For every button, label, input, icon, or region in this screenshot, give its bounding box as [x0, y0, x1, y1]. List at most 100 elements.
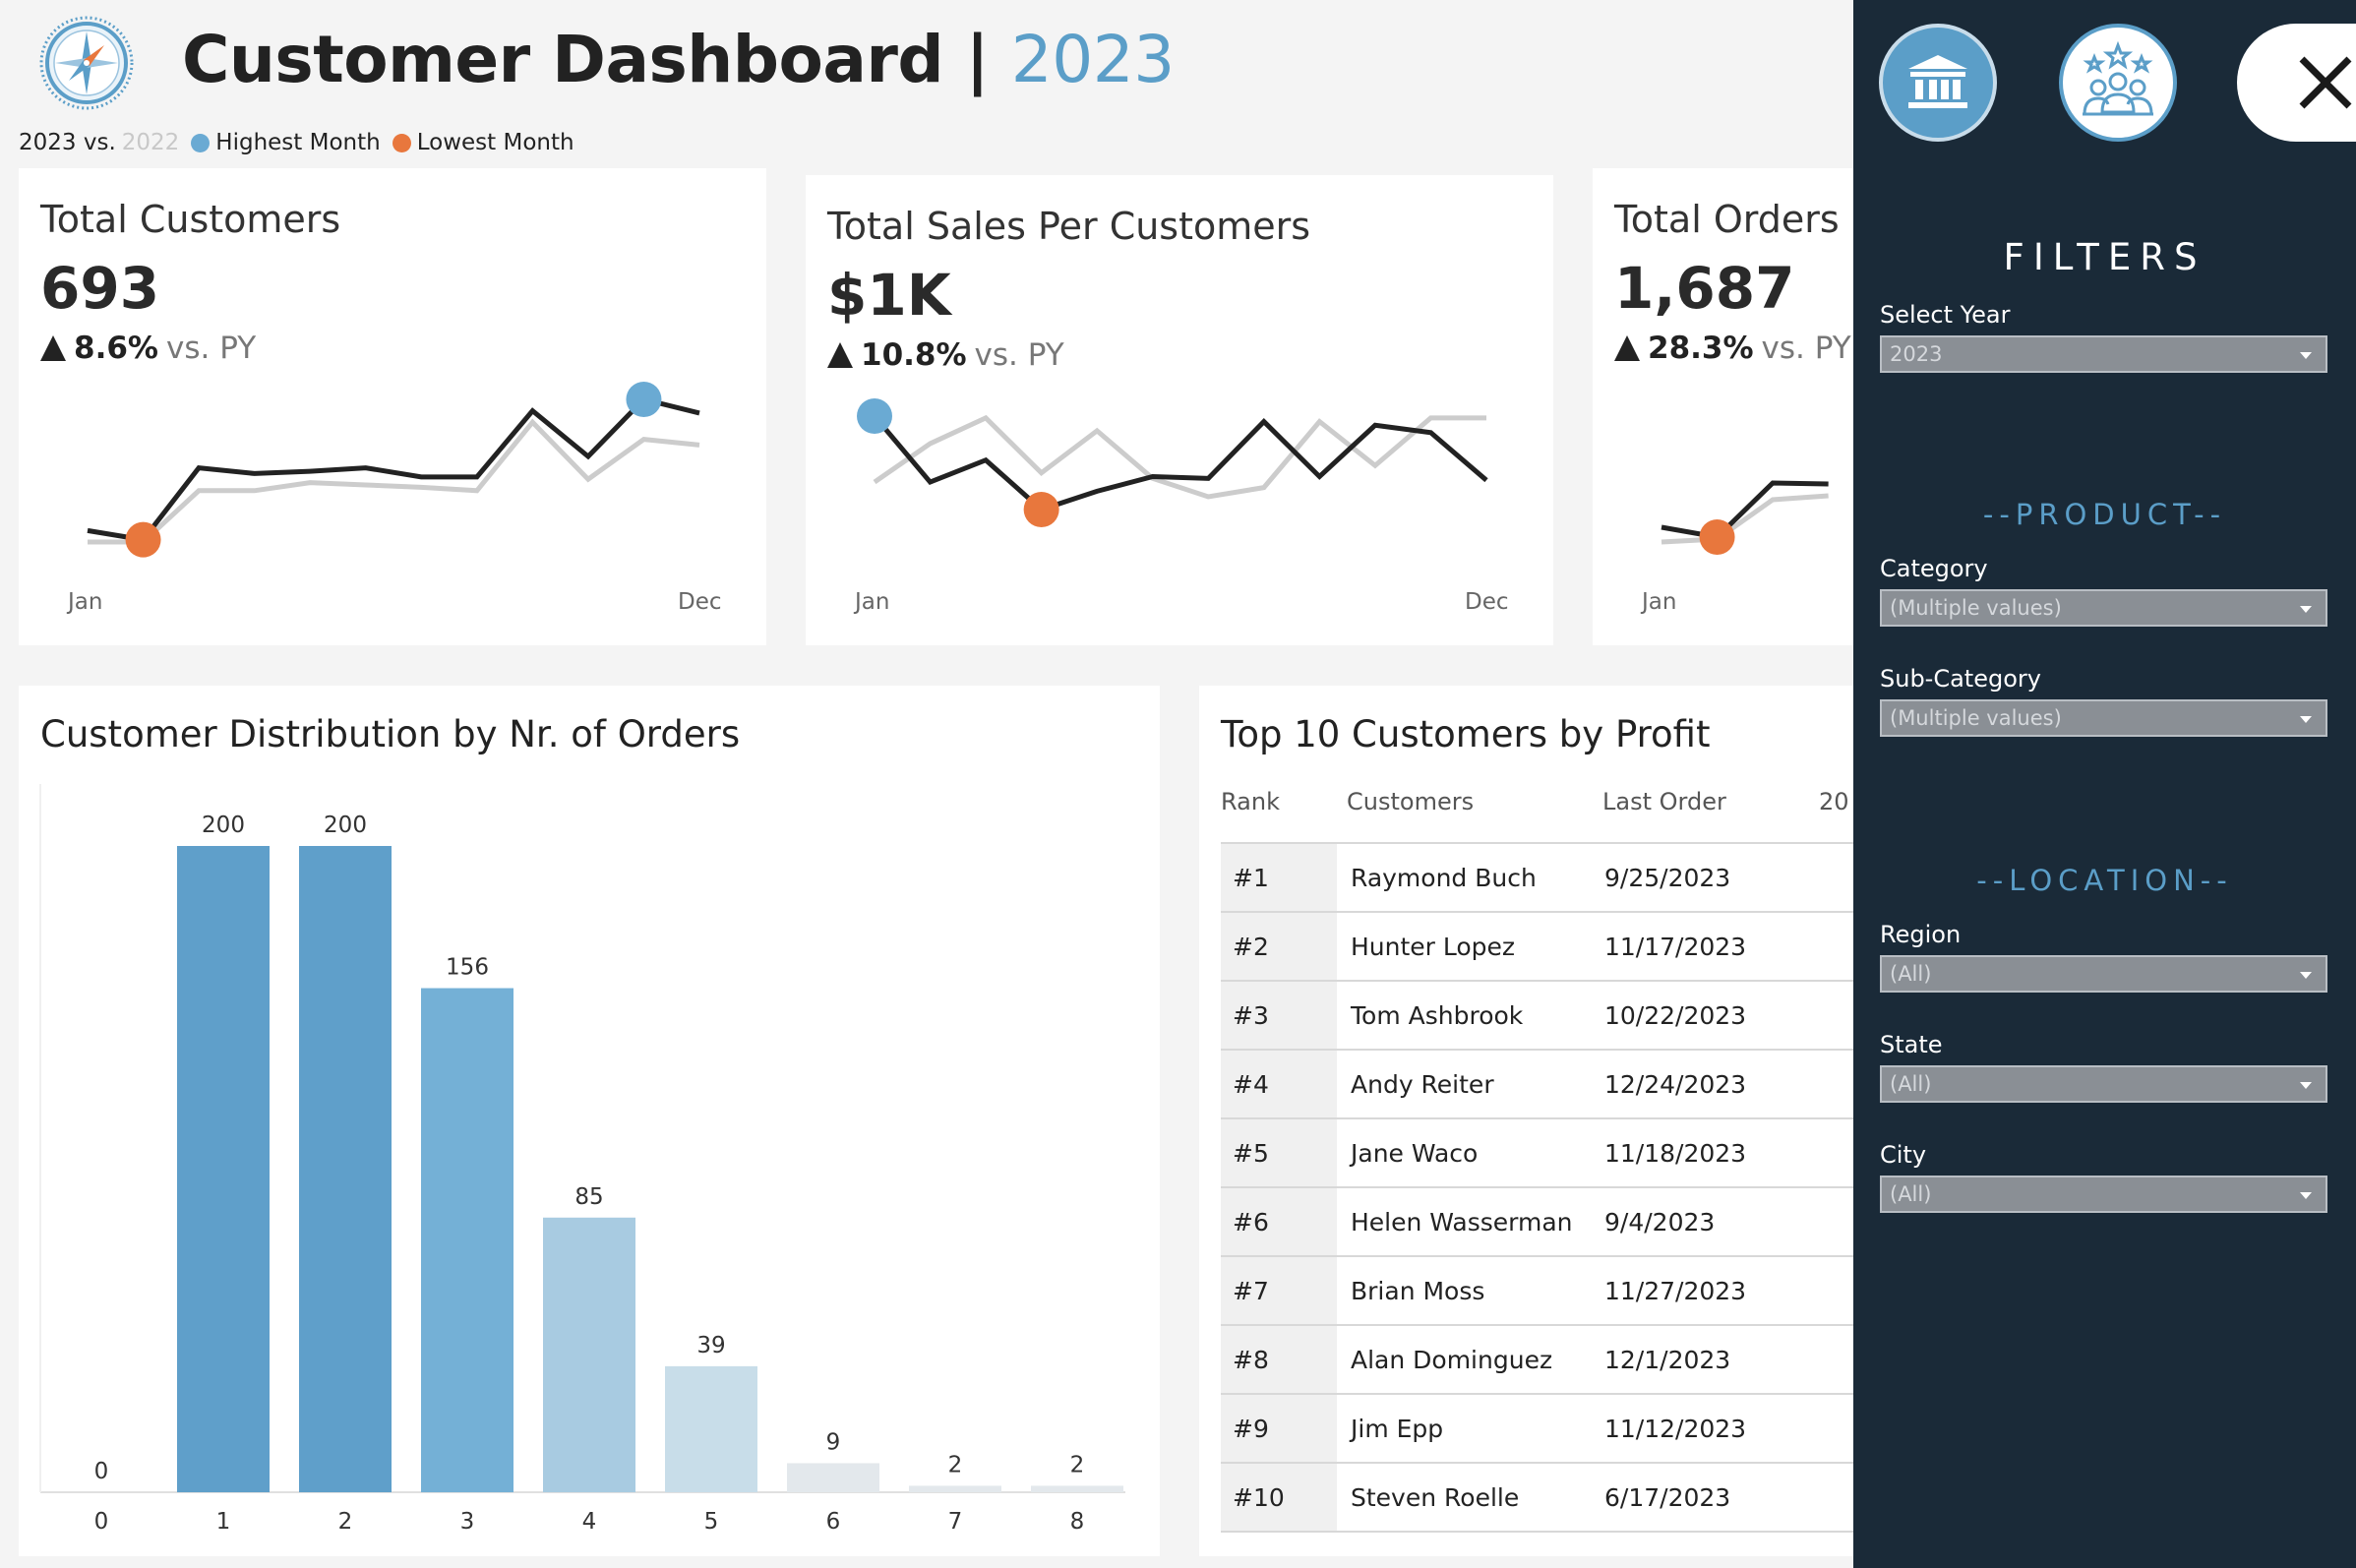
select-year-dropdown[interactable]: 2023 — [1880, 335, 2327, 373]
x-tick-label: 7 — [948, 1509, 963, 1535]
customer-view-button[interactable] — [2059, 24, 2177, 142]
highest-month-marker[interactable] — [626, 382, 662, 417]
row-last-order: 12/24/2023 — [1604, 1070, 1747, 1099]
triangle-up-icon — [1614, 335, 1640, 361]
row-rank: #4 — [1233, 1070, 1269, 1099]
filter-panel: FILTERS Select Year 2023 --PRODUCT-- Cat… — [1853, 0, 2356, 1568]
bar[interactable] — [543, 1217, 635, 1492]
row-last-order: 6/17/2023 — [1604, 1483, 1731, 1512]
select-year-value: 2023 — [1890, 342, 1943, 366]
current-year-line — [1661, 480, 1829, 540]
dashboard-title: Customer Dashboard | 2023 — [182, 22, 1175, 97]
current-year-line — [87, 396, 700, 543]
city-value: (All) — [1890, 1182, 1932, 1206]
row-rank: #9 — [1233, 1415, 1269, 1443]
table-row: #2 Hunter Lopez 11/17/2023 — [1221, 911, 1868, 980]
subcategory-value: (Multiple values) — [1890, 706, 2062, 730]
row-rank: #6 — [1233, 1208, 1269, 1236]
lowest-month-marker[interactable] — [125, 521, 161, 558]
kpi-delta-pct: 8.6% — [74, 331, 158, 366]
kpi-title: Total Orders — [1614, 198, 1840, 241]
kpi-card-total-orders: Total Orders 1,687 28.3% vs. PY Jan — [1593, 168, 1888, 645]
sparkline-total-orders — [1661, 480, 1829, 555]
current-year-line — [873, 414, 1488, 513]
state-dropdown[interactable]: (All) — [1880, 1065, 2327, 1103]
legend-current-year: 2023 vs. — [19, 130, 116, 155]
kpi-delta-vs: vs. PY — [1761, 331, 1851, 366]
x-tick-label: 1 — [216, 1509, 231, 1535]
subcategory-dropdown[interactable]: (Multiple values) — [1880, 699, 2327, 737]
x-tick-label: 5 — [704, 1509, 719, 1535]
bar[interactable] — [421, 988, 513, 1492]
x-axis-start-label: Jan — [855, 589, 890, 615]
row-last-order: 11/17/2023 — [1604, 933, 1747, 961]
bar[interactable] — [665, 1365, 757, 1492]
table-row: #7 Brian Moss 11/27/2023 — [1221, 1255, 1868, 1324]
x-tick-label: 2 — [338, 1509, 353, 1535]
category-label: Category — [1880, 555, 1988, 582]
row-rank: #7 — [1233, 1277, 1269, 1305]
bar[interactable] — [1031, 1485, 1123, 1492]
x-axis-end-label: Dec — [1465, 589, 1509, 615]
row-customer: Raymond Buch — [1351, 864, 1537, 892]
highest-month-marker[interactable] — [857, 398, 892, 434]
bar-value-label: 2 — [1070, 1452, 1085, 1478]
table-row: #6 Helen Wasserman 9/4/2023 — [1221, 1186, 1868, 1255]
bar[interactable] — [787, 1463, 879, 1492]
bar-chart: 0 0 200 1 200 2 156 3 85 4 39 5 9 6 2 7 2 8 — [39, 784, 1125, 1535]
table-row: #5 Jane Waco 11/18/2023 — [1221, 1117, 1868, 1186]
row-last-order: 11/18/2023 — [1604, 1139, 1747, 1168]
region-label: Region — [1880, 921, 1962, 948]
kpi-card-total-customers: Total Customers 693 8.6% vs. PY Jan Dec — [19, 168, 766, 645]
row-rank: #10 — [1233, 1483, 1285, 1512]
bar-value-label: 39 — [696, 1333, 725, 1358]
kpi-title: Total Sales Per Customers — [827, 205, 1311, 248]
category-value: (Multiple values) — [1890, 596, 2062, 620]
bar-value-label: 2 — [948, 1452, 963, 1478]
kpi-delta-vs: vs. PY — [974, 337, 1064, 373]
row-last-order: 9/4/2023 — [1604, 1208, 1716, 1236]
bar[interactable] — [177, 846, 270, 1492]
row-last-order: 10/22/2023 — [1604, 1001, 1747, 1030]
x-axis-end-label: Dec — [678, 589, 722, 615]
row-customer: Steven Roelle — [1351, 1483, 1520, 1512]
lowest-month-marker[interactable] — [1023, 492, 1059, 527]
row-last-order: 9/25/2023 — [1604, 864, 1731, 892]
select-year-label: Select Year — [1880, 301, 2011, 329]
row-last-order: 11/12/2023 — [1604, 1415, 1747, 1443]
kpi-delta: 10.8% vs. PY — [827, 337, 1064, 373]
close-panel-button[interactable] — [2237, 24, 2356, 142]
legend-lowest-label: Lowest Month — [416, 130, 574, 155]
x-axis-start-label: Jan — [68, 589, 103, 615]
row-last-order: 12/1/2023 — [1604, 1346, 1731, 1374]
x-axis-start-label: Jan — [1642, 589, 1677, 615]
row-customer: Tom Ashbrook — [1351, 1001, 1524, 1030]
bar[interactable] — [299, 846, 392, 1492]
kpi-delta-pct: 10.8% — [861, 337, 967, 373]
lowest-month-dot-icon — [392, 133, 411, 152]
header-last-order: Last Order — [1602, 788, 1726, 815]
lowest-month-marker[interactable] — [1699, 519, 1735, 555]
row-customer: Andy Reiter — [1351, 1070, 1494, 1099]
previous-year-line — [88, 418, 700, 545]
bar[interactable] — [909, 1485, 1001, 1492]
x-tick-label: 4 — [582, 1509, 597, 1535]
category-dropdown[interactable]: (Multiple values) — [1880, 589, 2327, 627]
title-separator: | — [965, 22, 990, 97]
filters-title: FILTERS — [2003, 236, 2206, 278]
chevron-down-icon — [2300, 1082, 2312, 1089]
bar-chart-card: Customer Distribution by Nr. of Orders 0… — [19, 686, 1160, 1556]
product-view-button[interactable] — [1879, 24, 1997, 142]
row-rank: #1 — [1233, 864, 1269, 892]
legend-highest-label: Highest Month — [215, 130, 381, 155]
row-customer: Hunter Lopez — [1351, 933, 1516, 961]
bar-value-label: 9 — [826, 1429, 841, 1455]
table-row: #8 Alan Dominguez 12/1/2023 — [1221, 1324, 1868, 1393]
table-row: #4 Andy Reiter 12/24/2023 — [1221, 1049, 1868, 1117]
chevron-down-icon — [2300, 716, 2312, 723]
x-tick-label: 6 — [826, 1509, 841, 1535]
city-dropdown[interactable]: (All) — [1880, 1176, 2327, 1213]
region-dropdown[interactable]: (All) — [1880, 955, 2327, 993]
table-title: Top 10 Customers by Profit — [1221, 713, 1711, 755]
bank-icon — [1908, 55, 1967, 108]
